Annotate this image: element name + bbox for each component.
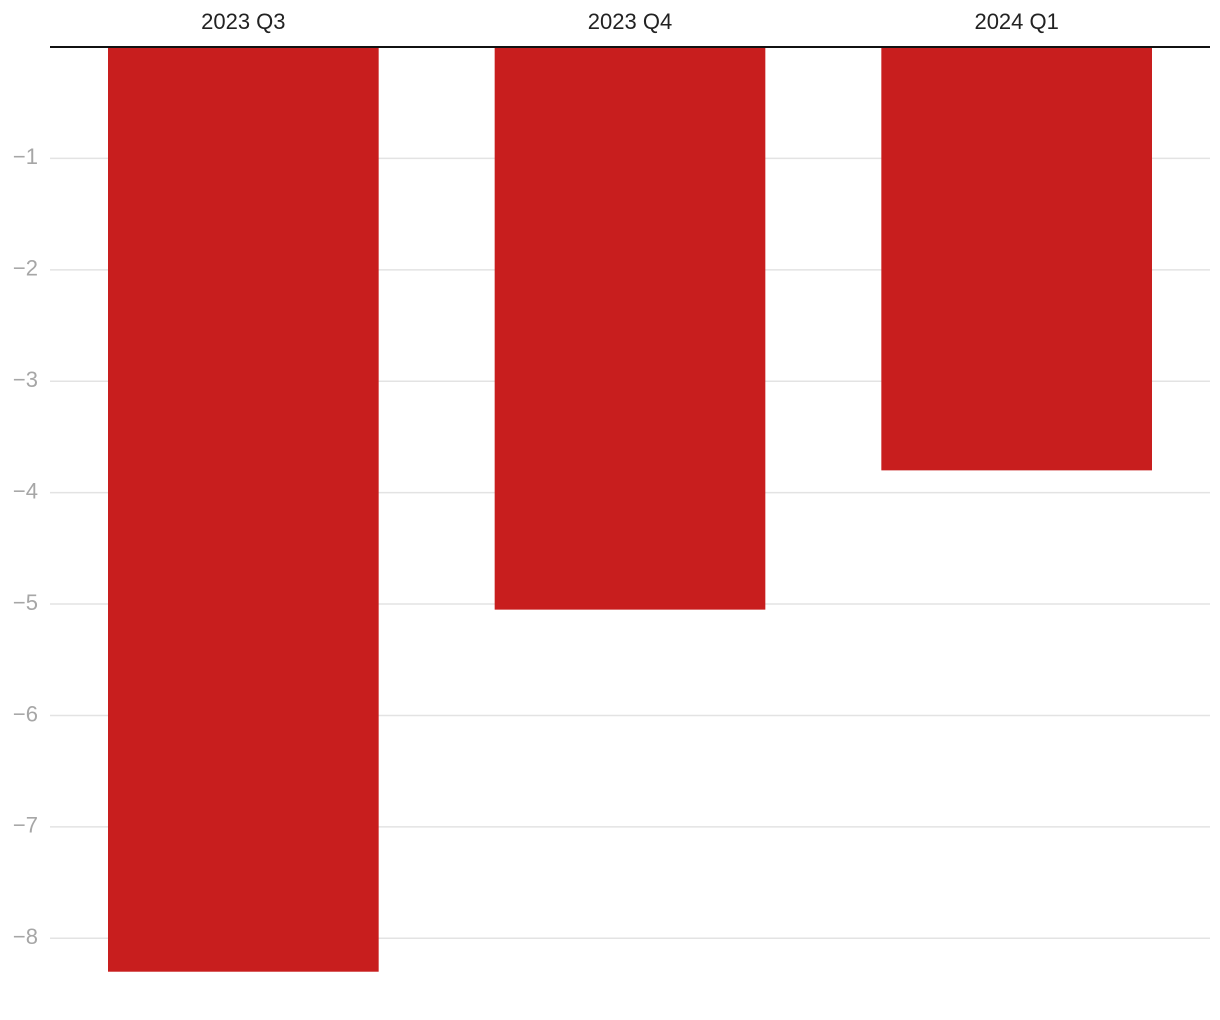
y-tick-label: −7 (13, 813, 38, 838)
y-tick-label: −4 (13, 478, 38, 503)
y-tick-label: −3 (13, 367, 38, 392)
bar (108, 47, 379, 972)
y-tick-label: −1 (13, 144, 38, 169)
x-tick-label: 2024 Q1 (974, 9, 1058, 34)
x-tick-label: 2023 Q4 (588, 9, 672, 34)
bar (494, 47, 766, 610)
y-tick-label: −6 (13, 701, 38, 726)
y-tick-label: −8 (13, 924, 38, 949)
bar (881, 47, 1152, 471)
x-tick-label: 2023 Q3 (201, 9, 285, 34)
y-tick-label: −5 (13, 590, 38, 615)
y-tick-label: −2 (13, 256, 38, 281)
